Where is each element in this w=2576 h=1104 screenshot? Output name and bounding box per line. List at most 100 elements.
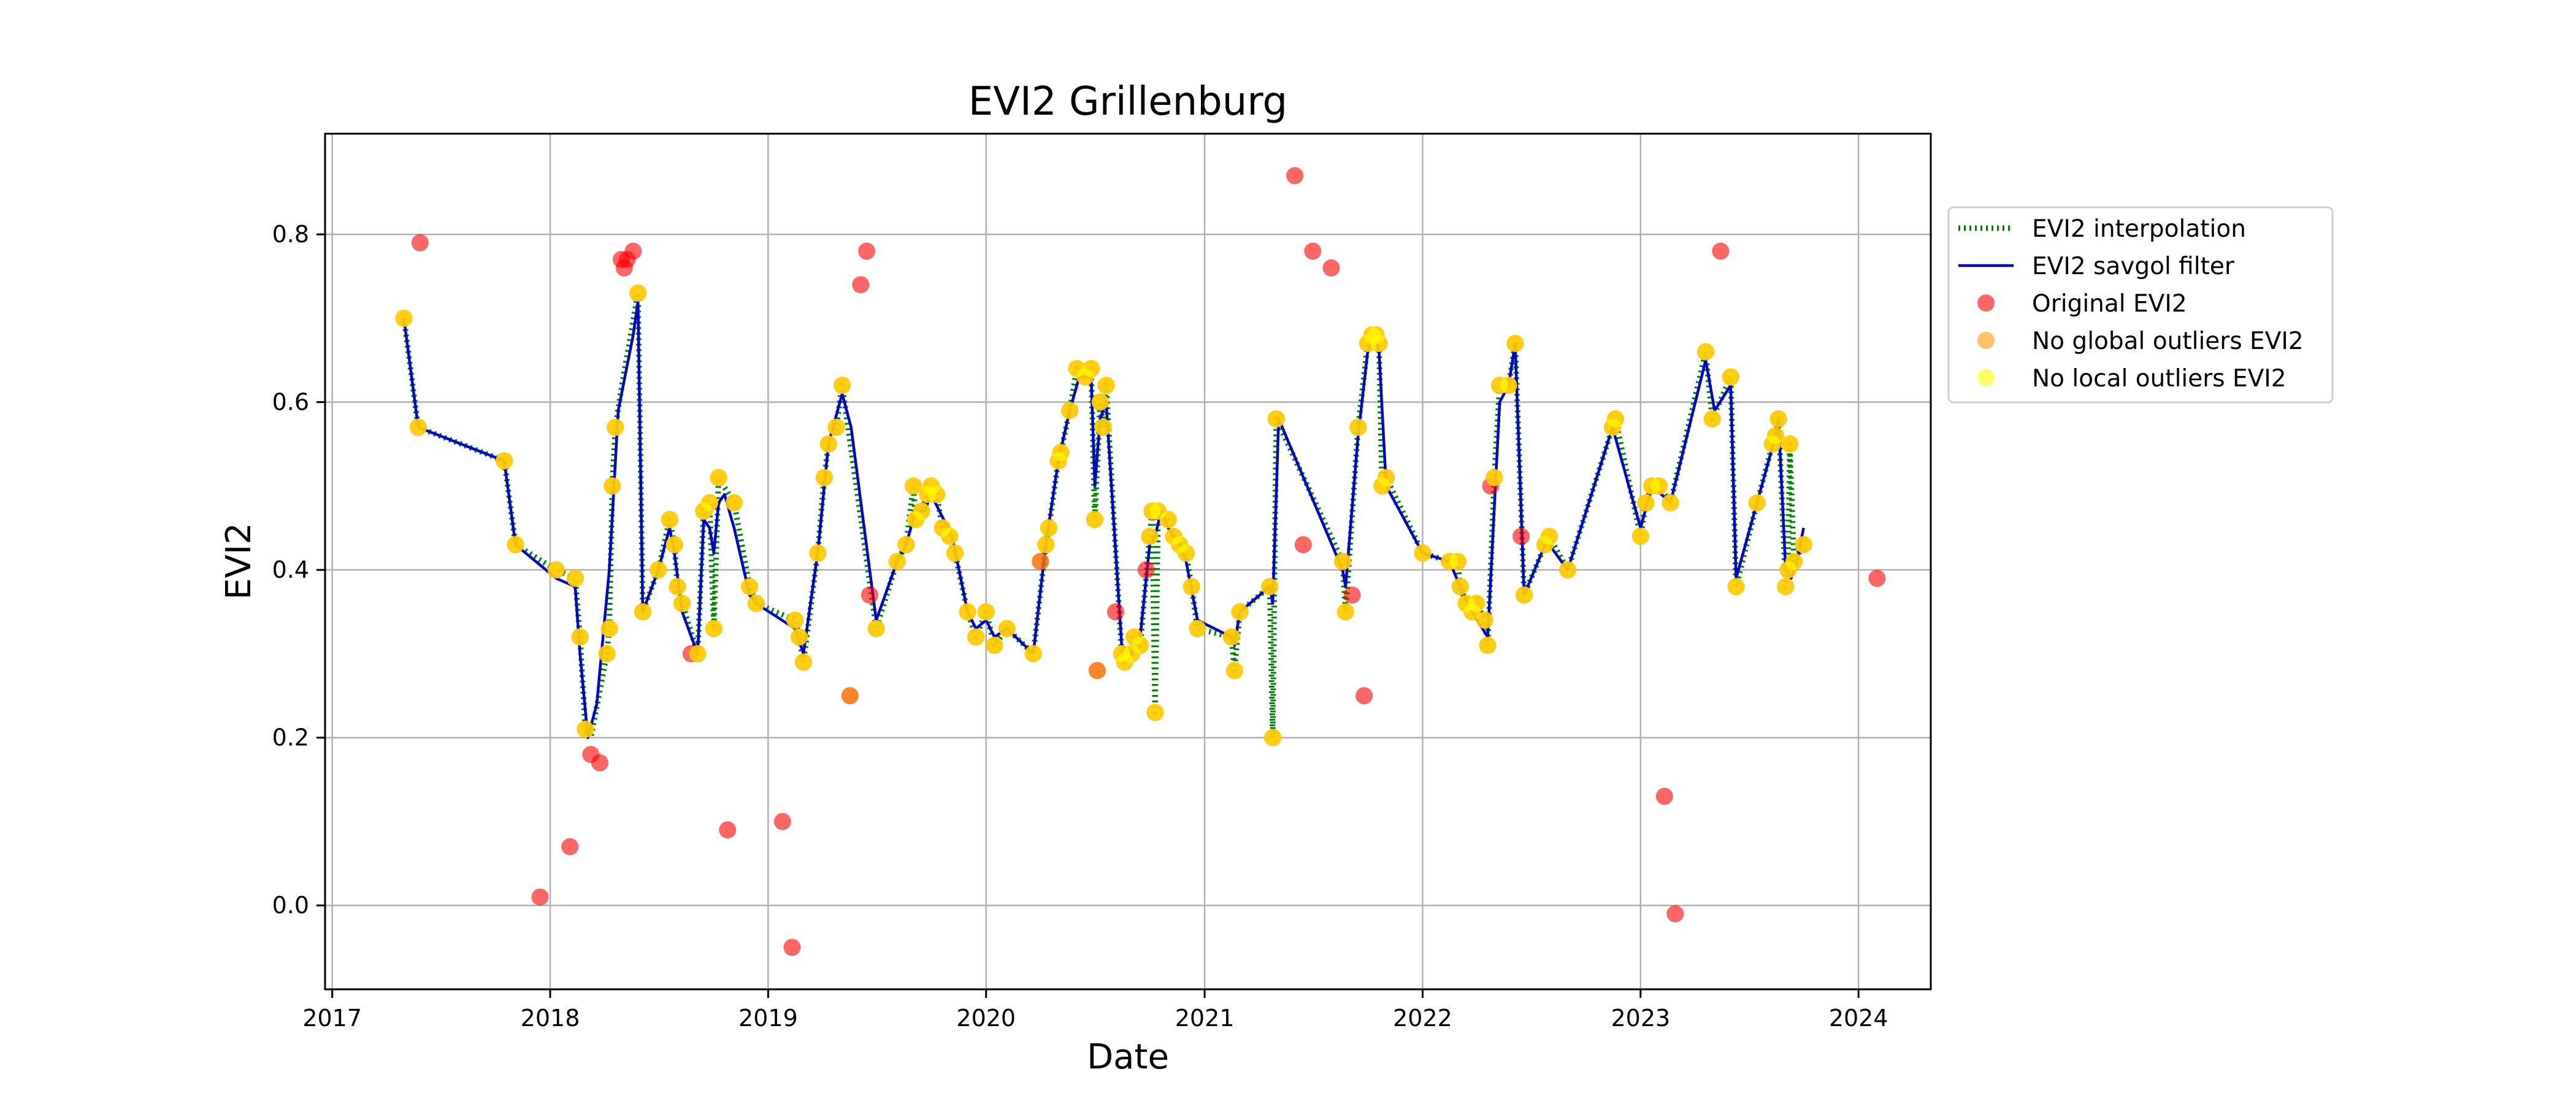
no-local-outlier-point bbox=[629, 284, 647, 302]
no-local-outlier-point bbox=[1261, 578, 1279, 596]
legend-label: No local outliers EVI2 bbox=[2032, 365, 2287, 393]
no-local-outlier-point bbox=[946, 544, 964, 562]
no-local-outlier-point bbox=[395, 309, 413, 327]
no-local-outlier-point bbox=[819, 435, 837, 453]
no-local-outlier-point bbox=[661, 511, 678, 529]
no-local-outlier-point bbox=[1506, 334, 1524, 352]
legend-label: No global outliers EVI2 bbox=[2032, 328, 2304, 355]
no-local-outlier-point bbox=[1795, 536, 1812, 554]
no-local-outlier-point bbox=[725, 494, 743, 512]
no-local-outlier-point bbox=[650, 561, 667, 579]
no-local-outlier-point bbox=[1449, 553, 1466, 570]
no-local-outlier-point bbox=[598, 645, 616, 662]
x-tick-label: 2023 bbox=[1611, 1005, 1670, 1032]
no-local-outlier-point bbox=[571, 628, 589, 646]
x-tick-label: 2019 bbox=[738, 1005, 798, 1032]
original-point bbox=[773, 813, 791, 830]
no-local-outlier-point bbox=[547, 561, 565, 579]
no-local-outlier-point bbox=[998, 619, 1016, 637]
no-local-outlier-point bbox=[1451, 578, 1469, 596]
no-local-outlier-point bbox=[1766, 427, 1784, 445]
no-local-outlier-point bbox=[1146, 703, 1164, 721]
no-local-outlier-point bbox=[1231, 603, 1249, 621]
y-axis: 0.0 0.2 0.4 0.6 0.8 bbox=[272, 221, 325, 919]
y-tick-label: 0.2 bbox=[272, 724, 309, 751]
no-local-outlier-point bbox=[1024, 645, 1042, 662]
no-local-outlier-point bbox=[1485, 469, 1503, 486]
no-local-outlier-point bbox=[941, 527, 959, 545]
original-point bbox=[1355, 687, 1373, 705]
x-axis: 2017 2018 2019 2020 2021 2022 2023 2024 bbox=[302, 989, 1888, 1032]
no-local-outlier-point bbox=[1650, 477, 1668, 495]
y-axis-label: EVI2 bbox=[219, 523, 259, 600]
no-local-outlier-point bbox=[1479, 637, 1497, 654]
no-local-outlier-point bbox=[669, 578, 686, 596]
no-local-outlier-point bbox=[791, 628, 808, 646]
no-local-outlier-point bbox=[913, 502, 930, 520]
no-local-outlier-point bbox=[507, 536, 524, 554]
legend-swatch-marker bbox=[1977, 332, 1995, 349]
original-point bbox=[1107, 603, 1124, 621]
no-local-outlier-point bbox=[1334, 553, 1351, 570]
original-point bbox=[719, 821, 737, 839]
no-local-outlier-point bbox=[1662, 494, 1679, 512]
no-local-outlier-point bbox=[1468, 594, 1485, 612]
original-point bbox=[783, 938, 801, 956]
x-tick-label: 2017 bbox=[302, 1005, 362, 1032]
no-local-outlier-point bbox=[634, 603, 651, 621]
no-local-outlier-point bbox=[1781, 435, 1799, 453]
no-local-outlier-point bbox=[607, 418, 624, 436]
no-local-outlier-point bbox=[977, 603, 995, 621]
no-local-outlier-point bbox=[1086, 511, 1103, 529]
no-local-outlier-point bbox=[1037, 536, 1055, 554]
legend-label: EVI2 savgol filter bbox=[2032, 253, 2235, 280]
no-local-outlier-point bbox=[1500, 377, 1517, 394]
no-local-outlier-point bbox=[1141, 527, 1159, 545]
original-point bbox=[531, 888, 549, 906]
y-tick-label: 0.6 bbox=[272, 389, 309, 416]
no-local-outlier-point bbox=[867, 619, 885, 637]
original-point bbox=[1294, 536, 1312, 554]
no-local-outlier-point bbox=[1061, 402, 1079, 420]
no-local-outlier-point bbox=[1225, 662, 1243, 680]
original-point bbox=[852, 276, 870, 294]
original-point bbox=[1322, 259, 1340, 277]
no-local-outlier-point bbox=[1264, 729, 1282, 746]
no-local-outlier-point bbox=[1516, 586, 1533, 604]
no-local-outlier-point bbox=[1785, 553, 1803, 570]
legend-label: Original EVI2 bbox=[2032, 290, 2187, 318]
no-local-outlier-point bbox=[566, 569, 584, 587]
no-local-outlier-point bbox=[897, 536, 915, 554]
no-local-outlier-point bbox=[888, 553, 906, 570]
no-local-outlier-point bbox=[1777, 578, 1795, 596]
no-local-outlier-point bbox=[905, 477, 922, 495]
legend-label: EVI2 interpolation bbox=[2032, 215, 2246, 243]
x-tick-label: 2024 bbox=[1829, 1005, 1888, 1032]
y-tick-label: 0.0 bbox=[272, 892, 309, 919]
no-local-outlier-point bbox=[1189, 619, 1206, 637]
no-local-outlier-point bbox=[1378, 469, 1395, 486]
legend-box bbox=[1947, 206, 2334, 404]
no-local-outlier-point bbox=[600, 619, 618, 637]
no-local-outlier-point bbox=[1052, 443, 1070, 461]
no-local-outlier-point bbox=[689, 645, 707, 662]
no-local-outlier-point bbox=[747, 594, 765, 612]
original-point bbox=[1655, 788, 1673, 805]
no-local-outlier-point bbox=[1091, 393, 1109, 411]
no-local-outlier-point bbox=[1132, 637, 1149, 654]
x-tick-label: 2022 bbox=[1393, 1005, 1452, 1032]
original-point bbox=[561, 838, 579, 856]
no-local-outlier-point bbox=[1606, 410, 1624, 427]
no-local-outlier-point bbox=[673, 594, 691, 612]
no-local-outlier-point bbox=[986, 637, 1003, 654]
no-local-outlier-point bbox=[741, 578, 759, 596]
x-axis-label: Date bbox=[1087, 1037, 1169, 1077]
original-point bbox=[1137, 561, 1155, 579]
no-local-outlier-point bbox=[1727, 578, 1745, 596]
no-local-outlier-point bbox=[967, 628, 985, 646]
no-local-outlier-point bbox=[409, 418, 427, 436]
no-global-outlier-point bbox=[841, 687, 859, 705]
legend-swatch-marker bbox=[1977, 294, 1995, 312]
legend: EVI2 interpolation EVI2 savgol filter Orig… bbox=[1947, 206, 2334, 404]
